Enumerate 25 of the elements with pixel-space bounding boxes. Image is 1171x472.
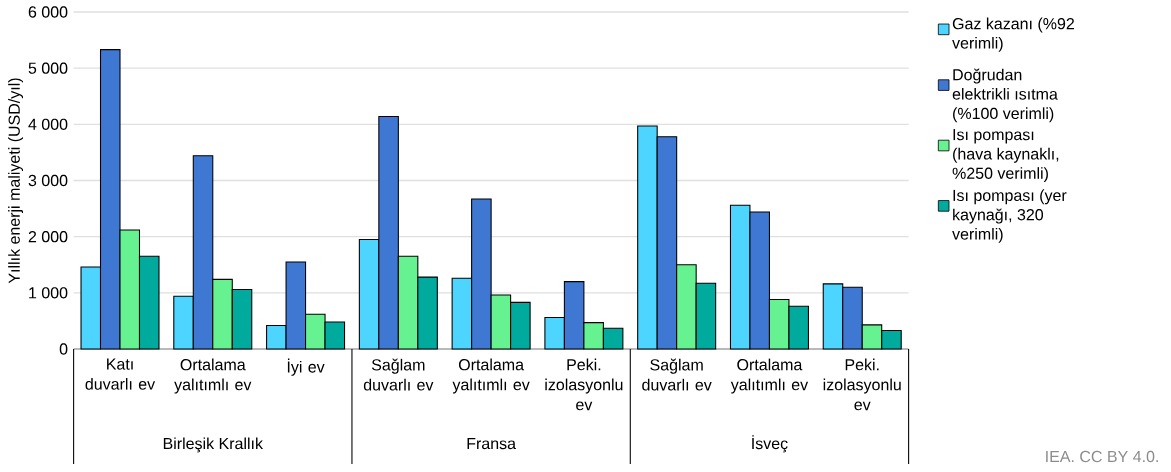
x-tick-label: Katı duvarlı ev <box>85 358 156 390</box>
y-axis-title: Yıllık enerji maliyeti (USD/yıl) <box>8 78 24 284</box>
legend-label: Gaz kazanı (%92 verimli) <box>952 17 1074 52</box>
x-tick-label: Ortalama yalıtımlı ev <box>730 358 809 394</box>
x-tick-label: Sağlam duvarlı ev <box>363 358 434 391</box>
x-tick-label: Ortalama yalıtımlı ev <box>452 358 530 394</box>
x-tick-label: İyi ev <box>287 358 325 376</box>
legend-label: Isı pompası (hava kaynaklı, %250 verimli) <box>952 129 1059 183</box>
text: IEA. CC BY 4.0. <box>1046 450 1158 463</box>
x-tick-label: Peki. izolasyonlu ev <box>823 358 901 411</box>
y-tick-label: 4 000 <box>28 118 68 130</box>
text: Birleşik Krallık <box>163 437 264 453</box>
x-tick-label: Ortalama yalıtımlı ev <box>174 358 252 394</box>
legend-label: Doğrudan elektrikli ısıtma (%100 verimli) <box>952 68 1058 123</box>
y-tick-label: 2 000 <box>28 231 68 243</box>
y-tick-label: 3 000 <box>28 174 68 187</box>
text: İsveç <box>752 435 788 453</box>
x-tick-label: Sağlam duvarlı ev <box>642 358 712 391</box>
text: Fransa <box>467 438 516 450</box>
y-tick-label: 5 000 <box>28 62 68 74</box>
y-tick-label: 1 000 <box>29 287 68 299</box>
y-tick-label: 6 000 <box>28 6 68 18</box>
y-tick-label: 0 <box>59 343 68 355</box>
legend-label: Isı pompası (yer kaynağı, 320 verimli) <box>952 189 1067 243</box>
x-tick-label: Peki. izolasyonlu ev <box>545 358 623 411</box>
